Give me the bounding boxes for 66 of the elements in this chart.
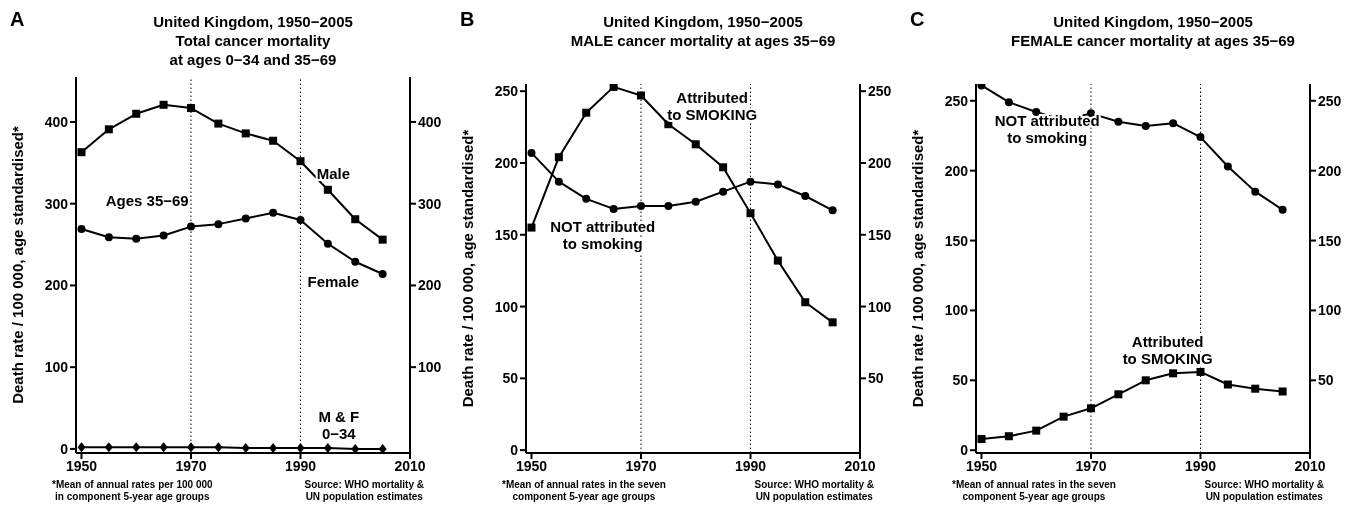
y-axis-title: Death rate / 100 000, age standardised* (459, 129, 477, 408)
y-tick-label: 200 (494, 154, 519, 171)
x-tick-label: 2010 (844, 457, 876, 474)
x-tick-label: 2010 (1294, 457, 1326, 474)
y2-tick-label: 250 (868, 83, 892, 100)
series-label: Attributed to SMOKING (667, 88, 758, 123)
y-tick-label: 0 (60, 440, 69, 457)
y-tick-label: 250 (494, 83, 519, 100)
y2-tick-label: 100 (1318, 302, 1342, 319)
source-note: Source: WHO mortality & UN population estimates (1204, 479, 1324, 503)
y-tick-label: 150 (494, 226, 519, 243)
text: *Mean of annual rates in the seven component 5-year age groups (502, 479, 666, 503)
x-tick-label: 2010 (394, 457, 426, 474)
y-tick-label: 50 (502, 370, 519, 387)
y2-tick-label: 400 (418, 113, 442, 130)
y2-tick-label: 200 (868, 154, 892, 171)
y2-tick-label: 250 (1318, 92, 1342, 109)
source-note: Source: WHO mortality & UN population estimates (304, 479, 424, 503)
series-label: NOT attributed to smoking (550, 217, 656, 252)
y2-tick-label: 50 (1318, 372, 1334, 389)
y-tick-label: 100 (44, 359, 69, 376)
x-tick-label: 1970 (625, 457, 657, 474)
series-label: M & F 0−34 (318, 407, 360, 442)
y-tick-label: 250 (944, 92, 969, 109)
y-tick-label: 150 (944, 232, 969, 249)
x-tick-label: 1950 (65, 457, 98, 474)
y-tick-label: 400 (44, 113, 69, 130)
source-note: Source: WHO mortality & UN population estimates (754, 479, 874, 503)
x-tick-label: 1970 (175, 457, 207, 474)
x-tick-label: 1990 (734, 457, 767, 474)
y2-tick-label: 50 (868, 370, 884, 387)
x-tick-label: 1990 (284, 457, 317, 474)
series-label: NOT attributed to smoking (994, 111, 1100, 146)
y-tick-label: 200 (944, 162, 969, 179)
y-tick-label: 300 (44, 195, 69, 212)
y-axis-title: Death rate / 100 000, age standardised* (909, 129, 927, 408)
series-label: Male (316, 164, 351, 182)
text: A (10, 8, 25, 31)
y2-tick-label: 150 (868, 226, 892, 243)
y2-tick-label: 200 (1318, 162, 1342, 179)
y-axis-title: Death rate / 100 000, age standardised* (9, 126, 27, 404)
text: *Mean of annual rates in the seven component 5-year age groups (952, 479, 1116, 503)
y-tick-label: 100 (494, 298, 519, 315)
y-tick-label: 50 (952, 372, 969, 389)
text: C (910, 8, 925, 31)
text: B (460, 8, 475, 31)
y-tick-label: 0 (960, 442, 969, 459)
chart-title: United Kingdom, 1950−2005 MALE cancer mortality at ages 35−69 (570, 13, 836, 49)
text: *Mean of annual rates per 100 000 in component 5-year age groups (52, 479, 213, 503)
x-tick-label: 1950 (965, 457, 998, 474)
y2-tick-label: 100 (868, 298, 892, 315)
y2-tick-label: 100 (418, 359, 442, 376)
chart-title: United Kingdom, 1950−2005 Total cancer mortality at ages 0−34 and 35−69 (153, 13, 353, 68)
x-tick-label: 1990 (1184, 457, 1217, 474)
y2-tick-label: 300 (418, 195, 442, 212)
annotation: Ages 35−69 (105, 191, 189, 209)
y-tick-label: 100 (944, 302, 969, 319)
y2-tick-label: 200 (418, 277, 442, 294)
x-tick-label: 1970 (1075, 457, 1107, 474)
y2-tick-label: 150 (1318, 232, 1342, 249)
chart-title: United Kingdom, 1950−2005 FEMALE cancer mortality at ages 35−69 (1011, 13, 1295, 49)
series-label: Female (307, 272, 360, 290)
y-tick-label: 0 (510, 442, 519, 459)
y-tick-label: 200 (44, 277, 69, 294)
series-label: Attributed to SMOKING (1122, 332, 1213, 367)
x-tick-label: 1950 (515, 457, 548, 474)
